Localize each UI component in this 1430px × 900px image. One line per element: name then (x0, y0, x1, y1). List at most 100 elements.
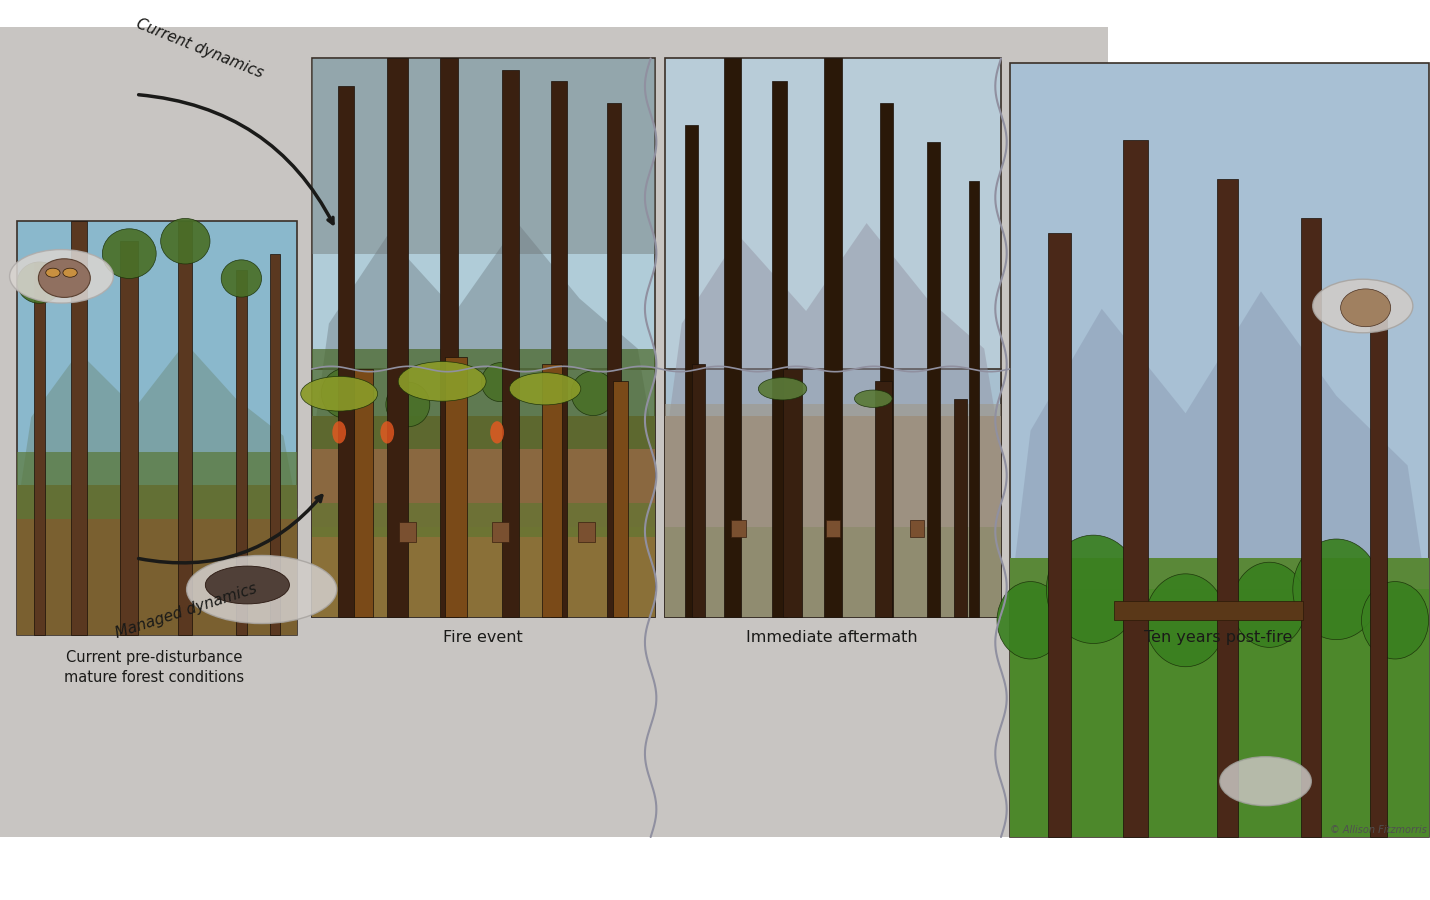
Bar (542, 364, 562, 616)
Bar (312, 58, 655, 254)
Bar (692, 364, 705, 616)
Bar (724, 58, 741, 617)
Ellipse shape (398, 362, 486, 401)
Polygon shape (17, 343, 297, 510)
Bar (665, 416, 1001, 616)
Bar (312, 527, 655, 616)
Bar (312, 369, 655, 616)
Text: © Allison Fitzmorris: © Allison Fitzmorris (1330, 825, 1427, 835)
Ellipse shape (380, 421, 395, 444)
Ellipse shape (332, 421, 346, 444)
Ellipse shape (490, 421, 503, 444)
Bar (1048, 233, 1071, 837)
Bar (1010, 63, 1429, 837)
Circle shape (63, 268, 77, 277)
Bar (1114, 601, 1303, 620)
Polygon shape (665, 223, 1001, 449)
Bar (17, 453, 297, 518)
Ellipse shape (1313, 279, 1413, 333)
Bar (784, 369, 802, 616)
Bar (1301, 218, 1321, 837)
Ellipse shape (17, 262, 61, 303)
Bar (551, 81, 566, 617)
Ellipse shape (1340, 289, 1391, 327)
Ellipse shape (160, 219, 210, 264)
Ellipse shape (186, 555, 337, 624)
Text: Fire event: Fire event (443, 630, 523, 644)
Polygon shape (665, 442, 1001, 542)
Bar (928, 142, 940, 616)
Ellipse shape (206, 566, 289, 604)
Ellipse shape (855, 390, 892, 408)
Bar (732, 520, 746, 537)
Bar (312, 416, 655, 616)
Bar (270, 254, 280, 634)
Bar (825, 520, 841, 537)
Ellipse shape (1220, 757, 1311, 806)
Ellipse shape (386, 382, 430, 427)
Bar (875, 382, 892, 616)
Bar (1123, 140, 1148, 837)
Bar (399, 522, 416, 542)
Bar (665, 369, 1001, 616)
Ellipse shape (1361, 581, 1429, 659)
Bar (909, 520, 924, 537)
Bar (1217, 179, 1238, 837)
Bar (388, 58, 408, 617)
Polygon shape (1010, 292, 1429, 605)
Bar (685, 125, 698, 616)
Text: Current pre-disturbance
mature forest conditions: Current pre-disturbance mature forest co… (64, 650, 245, 685)
Text: Immediate aftermath: Immediate aftermath (746, 630, 918, 644)
Bar (312, 502, 655, 537)
Bar (34, 262, 46, 634)
Ellipse shape (39, 259, 90, 297)
Ellipse shape (300, 376, 378, 411)
Bar (312, 348, 655, 449)
Ellipse shape (103, 229, 156, 278)
Bar (120, 241, 139, 634)
Bar (665, 404, 1001, 616)
Bar (0, 27, 1108, 837)
Polygon shape (312, 223, 655, 449)
Bar (1370, 295, 1387, 837)
Ellipse shape (758, 378, 807, 400)
Ellipse shape (482, 363, 519, 401)
Ellipse shape (509, 373, 581, 405)
Bar (578, 522, 595, 542)
Bar (665, 58, 1001, 617)
Ellipse shape (10, 249, 113, 303)
Bar (772, 81, 787, 617)
Bar (439, 58, 459, 617)
Ellipse shape (322, 368, 370, 418)
Bar (879, 104, 894, 616)
Bar (339, 86, 353, 616)
Ellipse shape (997, 581, 1064, 659)
Bar (236, 270, 247, 634)
Ellipse shape (1233, 562, 1306, 647)
Bar (665, 527, 1001, 616)
Bar (445, 356, 468, 616)
Bar (17, 485, 297, 634)
Ellipse shape (1293, 539, 1380, 640)
Bar (492, 522, 509, 542)
Bar (606, 104, 621, 616)
Bar (179, 220, 192, 634)
Polygon shape (312, 442, 655, 542)
Bar (954, 399, 967, 616)
Bar (502, 69, 519, 616)
Text: Ten years post-fire: Ten years post-fire (1144, 630, 1293, 644)
Ellipse shape (571, 371, 615, 416)
Bar (968, 181, 980, 616)
Bar (353, 369, 373, 616)
Bar (665, 527, 1001, 616)
Ellipse shape (1145, 574, 1226, 667)
Text: Current dynamics: Current dynamics (134, 16, 266, 81)
Circle shape (46, 268, 60, 277)
Text: Managed dynamics: Managed dynamics (113, 580, 259, 641)
Bar (72, 220, 87, 634)
Bar (613, 382, 628, 616)
Ellipse shape (222, 260, 262, 297)
Bar (1010, 558, 1429, 837)
Bar (824, 58, 842, 617)
Bar (1010, 590, 1429, 837)
